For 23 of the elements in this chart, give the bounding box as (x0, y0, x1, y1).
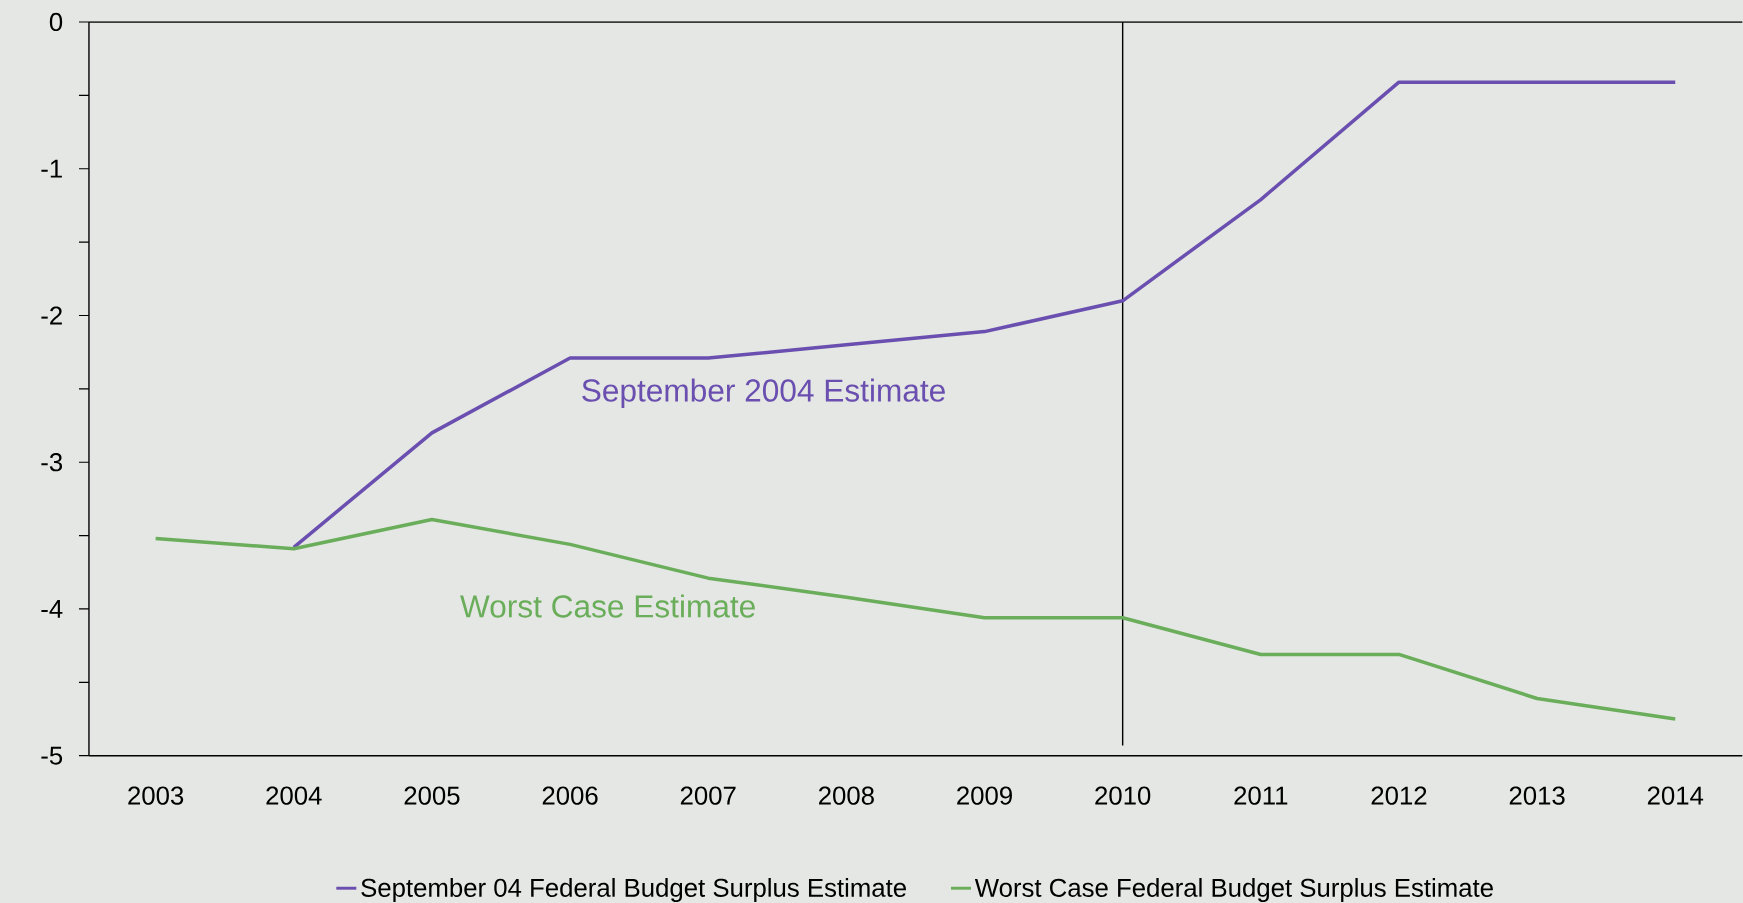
x-tick-label: 2005 (404, 786, 460, 805)
x-tick-label: 2007 (680, 786, 736, 805)
y-tick-label: -2 (41, 306, 62, 325)
annotation: September 2004 Estimate (582, 378, 945, 408)
x-tick-label: 2006 (542, 786, 598, 805)
x-tick-label: 2003 (128, 786, 184, 805)
line-series (153, 517, 1678, 721)
y-tick-label: -3 (41, 453, 63, 472)
x-tick-label: 2010 (1095, 786, 1151, 805)
annotation: Worst Case Estimate (460, 594, 755, 618)
y-tick-label: 0 (49, 12, 63, 32)
x-tick-label: 2008 (819, 786, 874, 805)
y-tick-label: -4 (41, 600, 63, 618)
x-tick-label: 2014 (1647, 786, 1704, 805)
x-tick-label: 2011 (1234, 786, 1288, 805)
legend-label: Worst Case Federal Budget Surplus Estimate (974, 877, 1493, 902)
x-tick-label: 2012 (1371, 786, 1427, 805)
x-tick-label: 2009 (957, 786, 1012, 805)
x-tick-label: 2004 (266, 786, 322, 805)
x-tick-label: 2013 (1509, 786, 1565, 805)
y-tick-label: -1 (41, 159, 62, 178)
y-tick-label: -5 (41, 746, 63, 765)
legend-label: September 04 Federal Budget Surplus Estimate (361, 877, 906, 902)
